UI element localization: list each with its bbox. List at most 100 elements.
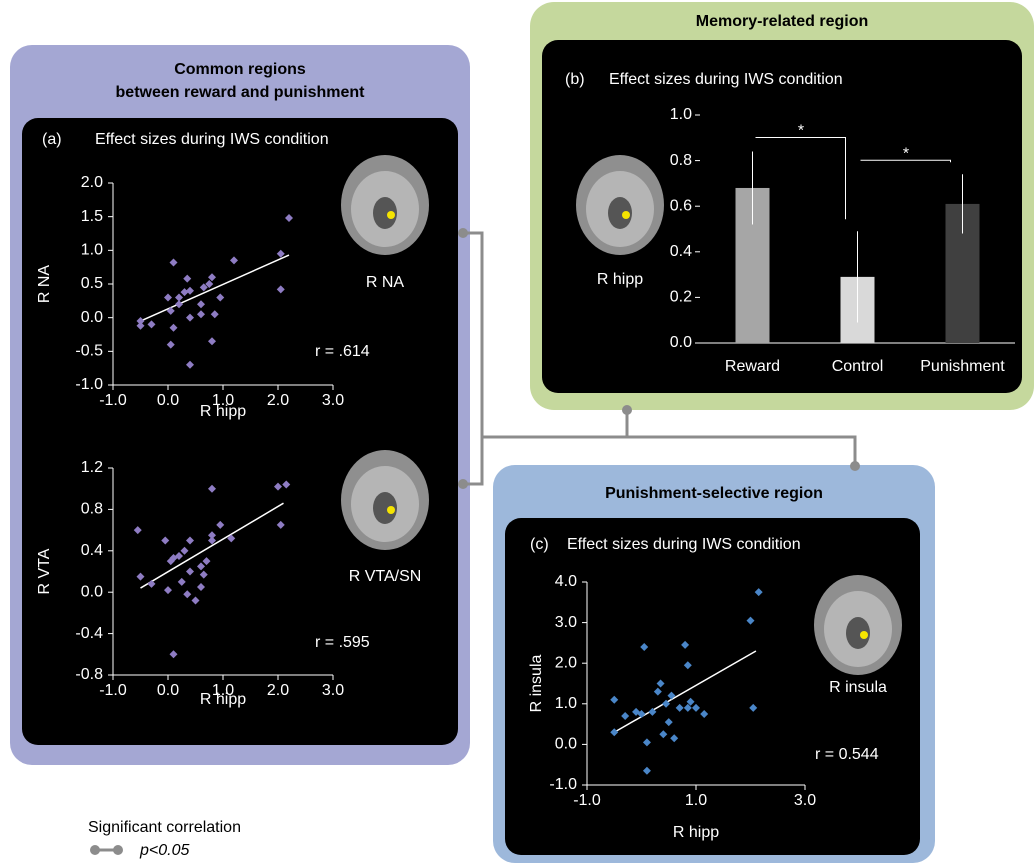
scatter-point [175,300,183,309]
brain-image [373,197,397,229]
y-tick-label: 1.0 [81,242,103,259]
significance-bracket [755,136,846,220]
x-tick-label: Control [832,358,884,375]
panel-label: (a) [42,131,62,148]
brain-highlight [622,211,630,219]
y-tick-label: 0.0 [670,334,692,351]
scatter-point [208,536,216,545]
memory-title: Memory-related region [696,13,868,30]
y-tick-label: -1.0 [549,776,577,793]
scatter-point [133,526,142,535]
panel-subtitle: Effect sizes during IWS condition [567,536,801,553]
scatter-point [202,557,211,566]
scatter-point [136,321,145,330]
scatter-point [610,695,619,704]
punishment-title: Punishment-selective region [605,485,823,502]
scatter-point [169,650,178,659]
scatter-point [166,340,175,349]
scatter-point [692,703,700,712]
memory-inner [542,40,1022,393]
scatter-point [683,703,692,712]
x-tick-label: 3.0 [322,682,344,699]
fit-line [140,254,290,322]
brain-highlight [387,211,395,219]
y-axis-label: R insula [528,655,545,713]
significance-mark: * [903,145,909,162]
y-tick-label: 3.0 [555,614,577,631]
scatter-point [276,285,285,294]
y-tick-label: 0.8 [81,501,103,518]
y-tick-label: 1.0 [555,695,577,712]
scatter-point [670,734,679,743]
common-inner [22,118,458,745]
region-label: R NA [366,274,405,291]
x-tick-label: 1.0 [212,682,234,699]
panel-subtitle: Effect sizes during IWS condition [95,131,329,148]
fit-line [613,650,757,733]
y-tick-label: 0.0 [81,309,103,326]
y-axis-label: R NA [36,265,53,304]
y-tick-label: 1.0 [670,106,692,123]
region-label: R VTA/SN [349,568,422,585]
scatter-point [681,640,690,649]
scatter-point [675,703,684,712]
common-title: Common regions [174,61,306,78]
scatter-point [164,293,172,302]
scatter-point [136,572,145,581]
punishment-inner [505,518,920,855]
scatter-point [166,306,175,315]
scatter-point [276,249,285,258]
significance-bracket [860,159,951,163]
scatter-point [199,570,208,579]
scatter-point [683,661,692,670]
x-tick-label: Reward [725,358,780,375]
scatter-point [164,586,172,595]
fit-line [140,502,284,589]
scatter-point [285,214,293,223]
x-tick-label: 1.0 [212,392,234,409]
x-tick-label: 2.0 [267,682,289,699]
x-tick-label: 0.0 [157,392,179,409]
scatter-point [686,697,695,706]
correlation-label: r = .614 [315,343,370,360]
y-tick-label: 0.5 [81,275,103,292]
scatter-point [637,709,646,718]
common-title: between reward and punishment [116,84,366,101]
scatter-point [136,317,145,326]
scatter-point [197,300,205,309]
scatter-point [186,360,194,369]
scatter-point [169,323,178,332]
scatter-point [659,730,668,739]
scatter-point [197,583,205,592]
brain-image [608,197,632,229]
scatter-point [186,536,194,545]
scatter-point [208,337,216,346]
x-tick-label: 3.0 [322,392,344,409]
scatter-point [177,577,186,586]
scatter-point [642,738,651,747]
scatter-point [662,699,671,708]
x-tick-label: 3.0 [794,792,816,809]
x-axis-label: R hipp [200,691,246,708]
scatter-point [180,546,189,555]
y-tick-label: -1.0 [75,376,103,393]
x-tick-label: -1.0 [99,392,127,409]
y-axis-label: R VTA [36,548,53,594]
y-tick-label: 1.2 [81,459,103,476]
region-label: R insula [829,679,887,696]
scatter-point [656,679,665,688]
x-tick-label: 2.0 [267,392,289,409]
region-label: R hipp [597,271,643,288]
y-tick-label: 0.4 [670,243,692,260]
scatter-point [169,258,178,267]
scatter-point [205,280,214,288]
scatter-point [208,531,216,540]
y-tick-label: 4.0 [555,573,577,590]
x-axis-label: R hipp [200,403,246,420]
scatter-point [700,709,709,718]
connector-dots [90,228,860,855]
scatter-point [183,590,192,599]
scatter-point [216,520,225,529]
y-tick-label: -0.4 [75,625,103,642]
